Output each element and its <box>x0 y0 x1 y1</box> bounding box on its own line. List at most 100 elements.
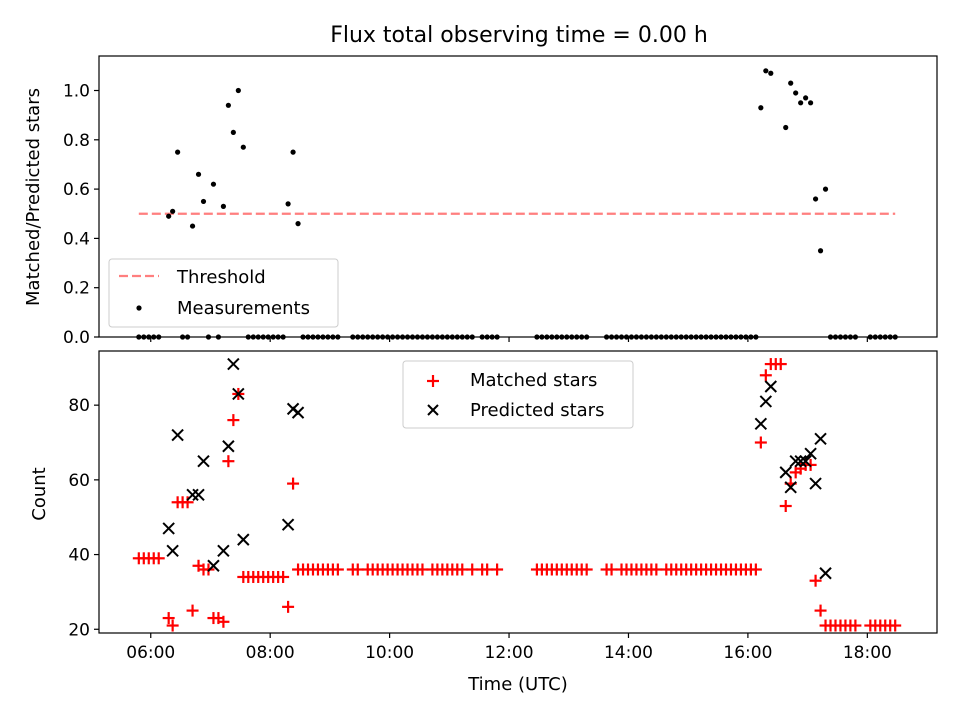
matched-stars-point <box>580 563 593 576</box>
measurements-point <box>175 149 181 155</box>
matched-stars-point <box>217 615 230 628</box>
measurements-point <box>170 208 176 214</box>
count-axes-frame <box>98 350 938 634</box>
measurements-point <box>166 213 172 219</box>
x-axis-label: Time (UTC) <box>467 674 568 695</box>
measurements-point <box>758 105 764 111</box>
predicted-stars-point <box>162 522 175 535</box>
measurements-point <box>210 181 217 187</box>
measurements-point <box>783 124 789 131</box>
measurements-point <box>290 149 296 155</box>
count-legend: Matched stars Predicted stars <box>402 360 634 429</box>
predicted-stars-point <box>186 488 199 502</box>
measurements-point <box>768 70 774 76</box>
matched-stars-point <box>774 358 787 371</box>
predicted-stars-point <box>197 454 210 468</box>
y-tick-label: 40 <box>68 546 90 566</box>
ratio-legend: Threshold Measurements <box>108 258 339 328</box>
measurements-point <box>195 171 202 177</box>
matched-stars-point <box>277 570 290 583</box>
predicted-legend-label: Predicted stars <box>470 400 604 421</box>
predicted-legend-swatch <box>427 404 439 416</box>
matched-stars-point <box>287 477 300 490</box>
matched-stars-point <box>162 612 175 625</box>
x-tick-label: 18:00 <box>843 643 892 663</box>
predicted-stars-point <box>207 559 220 572</box>
threshold-legend-label: Threshold <box>176 267 266 288</box>
matched-stars-point <box>779 500 792 513</box>
x-tick-label: 06:00 <box>126 643 175 663</box>
predicted-stars-point <box>166 544 179 558</box>
matched-stars-point <box>491 563 504 576</box>
measurements-point <box>285 201 291 207</box>
x-tick-label: 08:00 <box>246 643 295 663</box>
predicted-stars-point <box>759 395 773 408</box>
measurements-point <box>763 68 769 74</box>
measurements-point <box>295 221 301 227</box>
measurements-point <box>189 223 196 229</box>
predicted-stars-point <box>171 428 184 442</box>
y-tick-label: 0.8 <box>63 131 90 151</box>
predicted-stars-point <box>789 454 802 468</box>
ratio-y-axis-label: Matched/Predicted stars <box>23 88 44 306</box>
y-tick-label: 60 <box>68 471 90 491</box>
y-tick-label: 80 <box>68 396 90 416</box>
ratio-y-ticks: 0.0 0.2 0.4 0.6 0.8 1.0 <box>63 82 99 348</box>
predicted-stars-point <box>799 454 812 468</box>
figure-title: Flux total observing time = 0.00 h <box>330 23 708 48</box>
matched-stars-point <box>749 563 762 576</box>
measurements-point <box>808 100 814 106</box>
matched-stars-point <box>759 369 772 382</box>
predicted-stars-point <box>814 432 827 445</box>
predicted-stars-point <box>291 406 305 419</box>
measurements-point <box>798 100 804 106</box>
ratio-axes-frame <box>98 55 938 338</box>
matched-stars-point <box>889 619 902 632</box>
ratio-x-ticks <box>150 337 868 342</box>
measurements-point <box>788 80 794 86</box>
x-tick-label: 10:00 <box>365 643 414 663</box>
measurements-legend-swatch <box>136 305 142 311</box>
matched-stars-point <box>809 574 822 587</box>
measurements-point <box>200 198 207 205</box>
x-tick-label: 12:00 <box>485 643 534 663</box>
matched-stars-point <box>152 552 165 565</box>
matched-legend-label: Matched stars <box>470 370 597 391</box>
predicted-stars-point <box>794 454 807 468</box>
count-legend-box <box>402 360 634 429</box>
y-tick-label: 0.2 <box>63 279 90 299</box>
predicted-stars-point <box>779 466 792 479</box>
y-tick-label: 0.0 <box>63 328 90 348</box>
predicted-stars-point <box>222 440 235 453</box>
ratio-legend-box <box>108 258 339 328</box>
predicted-stars-point <box>804 447 817 460</box>
matched-stars-point <box>186 604 199 617</box>
count-panel: 20 40 60 80 06:00 08:00 10:00 12:00 14:00 16:00 1… <box>29 350 938 695</box>
predicted-stars-point <box>754 417 768 431</box>
predicted-stars-point <box>819 567 832 580</box>
measurements-point <box>230 129 236 136</box>
predicted-stars-point <box>227 357 240 371</box>
y-tick-label: 1.0 <box>63 82 90 102</box>
count-y-ticks: 20 40 60 80 <box>68 396 99 640</box>
matched-stars-point <box>282 600 295 613</box>
predicted-stars-point <box>192 488 205 502</box>
matched-stars-point <box>331 563 344 576</box>
matched-stars-point <box>181 496 194 509</box>
x-tick-label: 14:00 <box>604 643 653 663</box>
matched-stars-point <box>814 604 827 617</box>
predicted-stars-point <box>764 380 778 393</box>
predicted-stars-point <box>232 387 245 401</box>
measurements-point <box>812 196 819 202</box>
predicted-stars-point <box>237 533 250 546</box>
matched-stars-point <box>849 619 862 632</box>
measurements-point <box>803 95 809 101</box>
count-y-axis-label: Count <box>29 467 50 520</box>
measurements-point <box>822 186 829 192</box>
measurements-point <box>220 203 227 209</box>
y-tick-label: 0.4 <box>63 229 90 249</box>
predicted-stars-point <box>784 481 797 494</box>
x-tick-label: 16:00 <box>723 643 772 663</box>
predicted-stars-point <box>217 544 230 558</box>
